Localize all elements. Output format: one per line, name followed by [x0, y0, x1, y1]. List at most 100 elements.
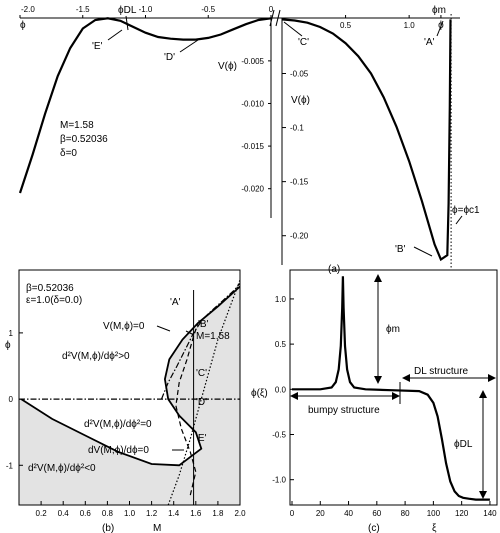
panel-b-shaded-region: [19, 270, 240, 505]
panel-a-arrow-d: [179, 39, 199, 53]
panel-a-right-y-label: V(ϕ): [291, 95, 310, 106]
panel-a-annot-a: 'A': [424, 37, 435, 48]
panel-a-left-y-tick-label: -0.015: [241, 142, 264, 151]
panel-c-x-tick-label: 80: [401, 509, 410, 518]
panel-c-annot-phi-m: ϕm: [386, 324, 400, 335]
panel-b-annot-b: 'B': [198, 319, 209, 330]
panel-a-x-axis-label-left: ϕ: [20, 20, 26, 31]
panel-b-label-dv-zero: dV(M,ϕ)/dϕ=0: [88, 445, 149, 456]
panel-b-y-tick-label: 0: [9, 395, 14, 404]
panel-a-arrow-b: [413, 246, 433, 257]
panel-b-annot-d: 'D': [196, 397, 207, 408]
panel-c-x-tick-label: 60: [372, 509, 381, 518]
panel-a-param-delta: δ=0: [60, 148, 77, 159]
panel-a-annot-phi-dl: ϕDL: [118, 5, 137, 16]
panel-c-x-tick-label: 0: [290, 509, 295, 518]
panel-a-right-x-ticks: 0.5 1.0 ϕ: [340, 15, 444, 31]
panel-c-x-tick-label: 20: [316, 509, 325, 518]
panel-a-param-m: M=1.58: [60, 120, 94, 131]
panel-b-param-beta: β=0.52036: [26, 283, 74, 294]
panel-b-arrow-v-zero: [156, 325, 171, 332]
panel-a: -2.0 -1.5 -1.0 -0.5 0ϕ 0.5 1.0 ϕ -0.005-0.010-…: [18, 5, 480, 275]
panel-b-x-tick-label: 0.6: [80, 509, 92, 518]
panel-a-left-x-tick-label: -1.0: [139, 5, 153, 14]
panel-b-x-tick-label: 0.8: [102, 509, 114, 518]
panel-b-x-tick-label: 1.8: [212, 509, 224, 518]
panel-b-x-tick-label: 0.2: [36, 509, 48, 518]
panel-c-x-tick-label: 100: [427, 509, 441, 518]
panel-c-annot-phi-dl: ϕDL: [454, 439, 473, 450]
panel-c-frame: [289, 269, 498, 506]
panel-a-left-y-tick-label: -0.005: [241, 57, 264, 66]
panel-b-marker-label: M=1.58: [196, 331, 230, 342]
panel-b-arrow-marker: [185, 330, 195, 336]
panel-c-y-ticks: 1.0 0.5 0.0 -0.5 -1.0: [272, 295, 294, 485]
panel-a-arrow-e: [107, 29, 123, 41]
panel-c-y-tick-label: 0.0: [275, 385, 287, 394]
panel-b-y-tick-label: -1: [6, 461, 14, 470]
panel-c: 0 20 40 60 80 100 120 140 1.0 0.5 0.0 -0.5 -1.0 ϕ(ξ…: [251, 269, 498, 533]
panel-b-x-ticks: 0.2 0.4 0.6 0.8 1.0 1.2 1.4 1.6 1.8 2.0: [36, 501, 246, 518]
panel-a-right-y-tick-label: -0.20: [290, 232, 309, 241]
panel-a-left-x-tick-label: -2.0: [21, 5, 35, 14]
panel-a-right-x-tick-label: 0.5: [340, 21, 352, 30]
panel-b-y-label: ϕ: [5, 340, 11, 351]
panel-a-param-beta: β=0.52036: [60, 134, 108, 145]
panel-a-axis-break: [269, 9, 281, 27]
panel-b-x-tick-label: 2.0: [234, 509, 246, 518]
panel-c-x-tick-label: 40: [344, 509, 353, 518]
panel-b-annot-c: 'C': [196, 368, 207, 379]
panel-a-left-x-tick-label: 0: [269, 5, 274, 14]
panel-a-arrow-phi-dl: [125, 15, 129, 31]
panel-b-x-tick-label: 0.4: [58, 509, 70, 518]
panel-b-param-epsilon: ε=1.0(δ=0.0): [26, 295, 82, 306]
panel-a-left-curve: [18, 17, 272, 194]
panel-a-right-y-ticks: -0.05 -0.1 -0.15 -0.20: [282, 69, 309, 241]
panel-c-bumpy-arrow: [290, 392, 400, 400]
panel-b-label: (b): [102, 523, 114, 533]
panel-c-x-tick-label: 120: [455, 509, 469, 518]
panel-a-left-y-tick-label: -0.020: [241, 185, 264, 194]
panel-a-left-y-ticks: -0.005 -0.010 -0.015 -0.020: [241, 57, 271, 194]
panel-b-label-d2v-zero: d²V(M,ϕ)/dϕ²=0: [84, 419, 152, 430]
panel-b: 0.2 0.4 0.6 0.8 1.0 1.2 1.4 1.6 1.8 2.0 10-1 ϕ M …: [5, 269, 246, 533]
panel-b-series: [19, 279, 241, 506]
panel-a-right-y-tick-label: -0.05: [290, 69, 309, 78]
panel-c-x-label: ξ: [432, 523, 437, 533]
panel-a-arrow-c: [283, 21, 303, 37]
panel-a-annot-d: 'D': [164, 52, 175, 63]
panel-c-x-tick-label: 140: [483, 509, 497, 518]
panel-a-annot-phi-m: ϕm: [432, 5, 446, 16]
panel-a-annot-c: 'C': [298, 37, 309, 48]
panel-c-y-tick-label: 1.0: [275, 295, 287, 304]
panel-c-y-tick-label: 0.5: [275, 340, 287, 349]
panel-a-left-y-label: V(ϕ): [218, 61, 237, 72]
panel-a-right-y-tick-label: -0.15: [290, 178, 309, 187]
panel-c-y-tick-label: -0.5: [272, 431, 286, 440]
panel-b-x-label: M: [153, 523, 161, 533]
panel-b-series-1-line: [20, 285, 241, 467]
panel-a-left-x-tick-label: -0.5: [201, 5, 215, 14]
panel-b-region-negative: d²V(M,ϕ)/dϕ²<0: [28, 463, 96, 474]
panel-b-x-tick-label: 1.6: [190, 509, 202, 518]
panel-b-x-tick-label: 1.2: [146, 509, 158, 518]
panel-c-annot-bumpy: bumpy structure: [308, 405, 380, 416]
panel-b-label-v-zero: V(M,ϕ)=0: [103, 321, 145, 332]
panel-b-annot-a: 'A': [170, 297, 181, 308]
panel-a-left-y-tick-label: -0.010: [241, 99, 264, 108]
panel-c-phi-m-arrow: [374, 274, 382, 384]
panel-b-series-4-line: [167, 279, 241, 506]
panel-a-left-x-tick-label: -1.5: [76, 5, 90, 14]
panel-a-annot-e: 'E': [92, 41, 103, 52]
panel-b-annot-e: 'E': [196, 433, 207, 444]
panel-a-arrow-phi-c1: [455, 215, 463, 225]
panel-a-left-x-ticks: -2.0 -1.5 -1.0 -0.5 0 ϕ: [19, 5, 274, 31]
panel-a-right-y-tick-label: -0.1: [290, 124, 304, 133]
panel-c-y-tick-label: -1.0: [272, 476, 286, 485]
panel-c-label: (c): [368, 523, 380, 533]
panel-a-annot-b: 'B': [395, 244, 406, 255]
panel-a-right-curve: [281, 18, 452, 262]
panel-a-right-x-tick-label: 1.0: [404, 21, 416, 30]
panel-c-x-ticks: 0 20 40 60 80 100 120 140: [290, 501, 497, 518]
